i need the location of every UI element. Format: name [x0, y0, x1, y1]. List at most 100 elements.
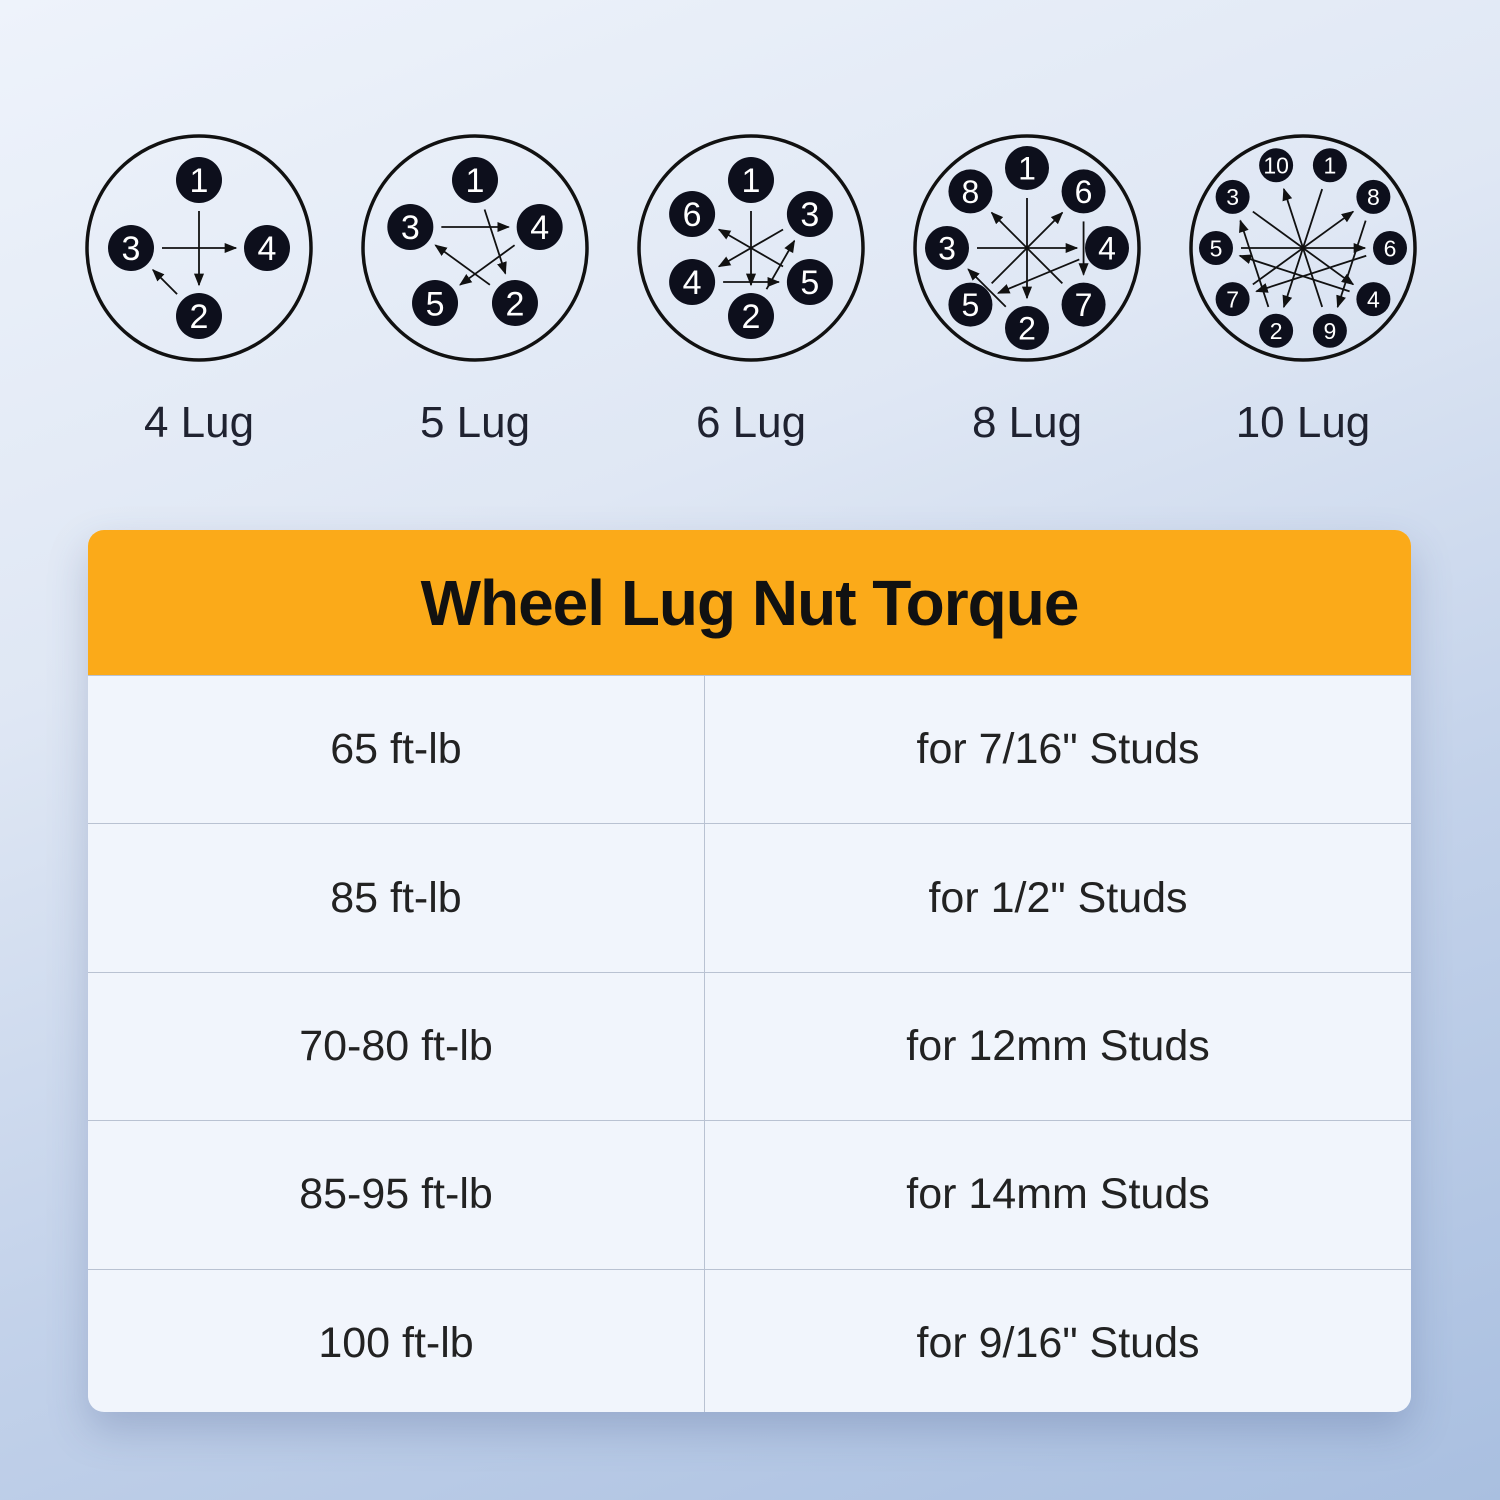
lug-number: 3 — [800, 196, 819, 234]
lug-nut — [1085, 226, 1129, 270]
torque-table: Wheel Lug Nut Torque 65 ft-lb for 7/16" … — [88, 530, 1411, 1412]
wheel-outline — [1189, 134, 1417, 362]
lug-number: 5 — [800, 264, 819, 302]
lug-number: 1 — [466, 162, 485, 200]
lug-nut — [1312, 148, 1347, 183]
lug-pattern-6: 1 3 5 2 4 6 — [637, 134, 865, 362]
lug-number: 8 — [962, 174, 980, 210]
lug-nut — [491, 280, 538, 327]
lug-nut — [669, 259, 716, 305]
table-header: Wheel Lug Nut Torque — [88, 530, 1411, 675]
torque-value: 85-95 ft-lb — [88, 1121, 705, 1269]
lug-number: 5 — [1210, 235, 1223, 261]
lug-nut — [176, 293, 222, 339]
lug-number: 1 — [1323, 153, 1336, 179]
sequence-arrow — [1238, 254, 1350, 293]
lug-number: 2 — [506, 285, 525, 323]
lug-nut — [948, 169, 993, 214]
lug-nut — [516, 203, 563, 250]
sequence-arrow — [717, 228, 784, 268]
lug-nut — [412, 280, 459, 327]
sequence-arrow — [990, 211, 1063, 284]
lug-nut — [786, 191, 833, 237]
lug-nut — [1356, 282, 1391, 317]
stud-size: for 7/16" Studs — [916, 725, 1200, 774]
lug-label-10: 10 Lug — [1235, 398, 1371, 447]
lug-number: 4 — [530, 209, 549, 247]
lug-label-4: 4 Lug — [143, 398, 255, 447]
torque-value: 85 ft-lb — [88, 824, 705, 972]
lug-number: 1 — [742, 162, 761, 200]
table-row: 85-95 ft-lb for 14mm Studs — [88, 1120, 1411, 1269]
wheel-outline — [637, 134, 865, 362]
lug-number: 3 — [938, 231, 956, 267]
lug-nut — [1005, 306, 1049, 350]
lug-number: 2 — [1270, 318, 1283, 344]
lug-number: 3 — [401, 209, 420, 247]
lug-nut — [728, 293, 774, 339]
lug-number: 2 — [742, 298, 761, 336]
lug-pattern-8: 1 647 2 538 — [913, 134, 1141, 362]
lug-nut — [1005, 146, 1049, 190]
stud-size: for 1/2" Studs — [928, 873, 1188, 922]
lug-number: 2 — [190, 298, 209, 336]
lug-number: 1 — [1018, 151, 1036, 187]
lug-nut — [669, 191, 716, 237]
lug-label-8: 8 Lug — [971, 398, 1083, 447]
lug-nut — [728, 157, 774, 203]
stud-size: for 14mm Studs — [906, 1170, 1210, 1219]
lug-number: 7 — [1075, 287, 1093, 323]
lug-nut — [1356, 179, 1391, 214]
sequence-arrow — [1282, 187, 1324, 308]
lug-nut — [1259, 313, 1294, 348]
lug-label-5: 5 Lug — [419, 398, 531, 447]
lug-nut — [1061, 282, 1106, 327]
lug-nut — [387, 203, 434, 250]
sequence-arrow — [967, 268, 1007, 308]
sequence-arrow — [1336, 220, 1367, 309]
sequence-arrow — [434, 244, 491, 286]
torque-value: 100 ft-lb — [88, 1269, 705, 1412]
torque-value: 65 ft-lb — [88, 676, 705, 824]
lug-number: 6 — [1384, 235, 1397, 261]
lug-number: 4 — [258, 230, 277, 268]
lug-nut — [786, 259, 833, 305]
lug-number: 5 — [962, 287, 980, 323]
lug-number: 5 — [426, 285, 445, 323]
lug-number: 1 — [190, 162, 209, 200]
lug-nut — [1199, 231, 1233, 265]
lug-number: 10 — [1263, 153, 1289, 179]
table-row: 65 ft-lb for 7/16" Studs — [88, 675, 1411, 824]
wheel-outline — [85, 134, 313, 362]
table-row: 70-80 ft-lb for 12mm Studs — [88, 971, 1411, 1121]
lug-number: 8 — [1367, 184, 1380, 210]
lug-nut — [1373, 231, 1407, 265]
wheel-outline — [361, 134, 589, 362]
lug-number: 2 — [1018, 311, 1036, 347]
lug-nut — [244, 225, 290, 271]
lug-number: 6 — [683, 196, 702, 234]
lug-pattern-4: 1 4 2 3 — [85, 134, 313, 362]
lug-nut — [108, 225, 154, 271]
lug-nut — [176, 157, 222, 203]
lug-nut — [925, 226, 969, 270]
lug-nut — [1259, 148, 1294, 183]
torque-value: 70-80 ft-lb — [88, 972, 705, 1121]
table-row: 100 ft-lb for 9/16" Studs — [88, 1268, 1411, 1412]
lug-nut — [452, 157, 498, 203]
lug-nut — [948, 282, 993, 327]
sequence-arrow — [152, 269, 178, 295]
lug-nut — [1312, 313, 1347, 348]
lug-pattern-5: 1 42 53 — [361, 134, 589, 362]
lug-number: 4 — [1098, 231, 1116, 267]
table-title: Wheel Lug Nut Torque — [420, 566, 1080, 639]
wheel-outline — [913, 134, 1141, 362]
lug-number: 4 — [683, 264, 702, 302]
lug-nut — [1215, 179, 1250, 214]
lug-number: 6 — [1075, 174, 1093, 210]
lug-number: 3 — [1226, 184, 1239, 210]
lug-number: 3 — [122, 230, 141, 268]
sequence-arrow — [483, 209, 507, 275]
lug-number: 9 — [1323, 318, 1336, 344]
